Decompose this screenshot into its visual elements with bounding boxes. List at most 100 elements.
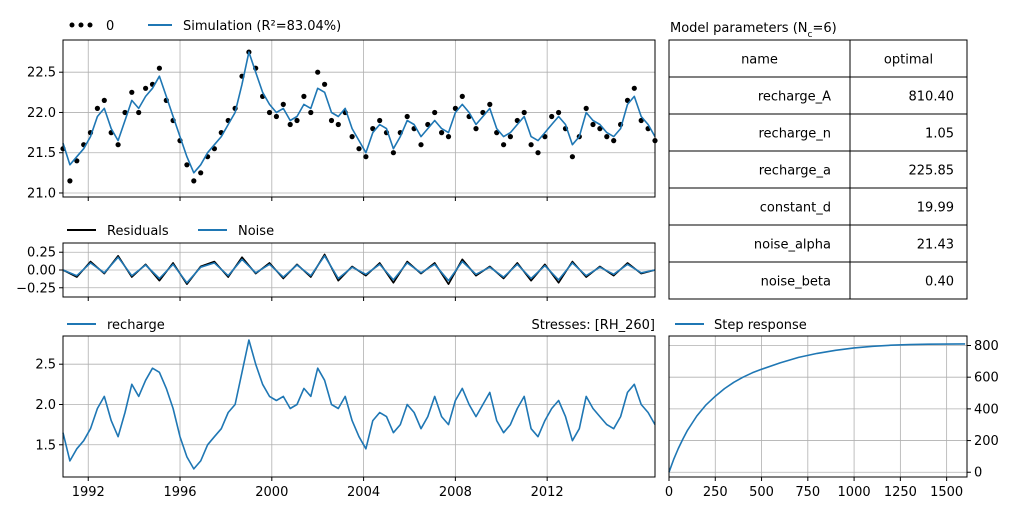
observed-point — [156, 65, 162, 71]
y-tick-label: 0 — [974, 466, 982, 481]
observed-point — [328, 117, 335, 124]
x-tick-label: 2000 — [255, 485, 288, 500]
x-tick-label: 500 — [749, 485, 774, 500]
y-tick-label: 21.5 — [27, 146, 56, 161]
head-legend: 0 Simulation (R²=83.04%) — [69, 19, 341, 34]
y-tick-label: 22.5 — [27, 66, 56, 81]
table-cell — [668, 76, 851, 115]
observed-point — [349, 134, 355, 140]
observed-point — [611, 138, 617, 144]
observed-point — [322, 81, 328, 87]
observed-point — [445, 134, 452, 140]
param-name: constant_d — [760, 201, 831, 216]
observed-point — [569, 154, 576, 160]
step-grid — [668, 336, 967, 477]
y-tick-label: 400 — [974, 402, 999, 417]
x-tick-label: 1996 — [163, 485, 196, 500]
observed-point — [273, 113, 279, 120]
observed-point — [597, 126, 603, 132]
y-tick-label: 2.5 — [35, 358, 56, 373]
residuals-legend: Residuals Noise — [67, 224, 274, 239]
observed-point — [487, 101, 493, 107]
series-line-simulation — [62, 51, 656, 174]
x-tick-label: 1500 — [930, 485, 963, 500]
y-tick-label: 0.00 — [27, 264, 56, 279]
step-axes-frame — [668, 335, 968, 478]
series-line-noise — [62, 255, 656, 284]
table-cell — [849, 187, 968, 226]
observed-point — [521, 109, 527, 116]
observed-point — [452, 105, 458, 111]
observed-point — [363, 154, 369, 160]
observed-point — [377, 117, 383, 124]
observed-point — [74, 158, 80, 164]
observed-point — [390, 150, 396, 156]
x-tick-label: 2008 — [439, 485, 472, 500]
observed-point — [425, 121, 431, 128]
x-tick-label: 750 — [795, 485, 820, 500]
observed-point — [280, 101, 286, 107]
param-name: recharge_A — [758, 90, 831, 105]
x-tick-label: 1000 — [838, 485, 871, 500]
residuals-xticks — [87, 297, 548, 301]
table-cell — [668, 187, 851, 226]
table-title-subscript: c — [808, 30, 813, 40]
stress-legend: recharge — [67, 318, 165, 333]
legend-label-noise: Noise — [238, 224, 274, 239]
stress-yticks: 1.5 2.0 2.5 — [35, 358, 63, 453]
observed-point — [101, 97, 107, 103]
param-value: 19.99 — [917, 201, 954, 216]
observed-point — [266, 109, 273, 116]
x-tick-label: 1250 — [884, 485, 917, 500]
param-name: noise_beta — [761, 275, 831, 290]
stress-xticks: 1992 1996 2000 2004 2008 2012 — [72, 477, 564, 500]
param-value: 810.40 — [909, 90, 955, 105]
y-tick-label: −0.25 — [16, 281, 56, 296]
observed-point — [143, 85, 149, 91]
stress-title: Stresses: [RH_260] — [532, 318, 656, 333]
observed-point — [191, 178, 197, 184]
observed-point — [432, 109, 438, 116]
observed-point — [301, 93, 307, 99]
residuals-grid — [63, 243, 655, 297]
param-value: 21.43 — [917, 238, 954, 253]
head-plot: 21.0 21.5 22.0 22.5 0 Simulation (R²=83.04%… — [27, 19, 658, 201]
x-tick-label: 2012 — [531, 485, 564, 500]
legend-label-observed: 0 — [106, 19, 114, 34]
series-line-step — [668, 343, 966, 473]
stress-axes-frame — [62, 335, 656, 478]
table-title-tail: =6) — [812, 21, 836, 36]
observed-legend-marker — [87, 22, 93, 28]
head-yticks: 21.0 21.5 22.0 22.5 — [27, 66, 63, 201]
parameter-table: Model parameters (Nc=6) name optimal recha… — [668, 21, 968, 300]
y-tick-label: 2.0 — [35, 398, 56, 413]
observed-point — [590, 121, 596, 128]
head-series — [60, 49, 658, 184]
param-name: noise_alpha — [754, 238, 831, 253]
observed-point — [136, 109, 142, 116]
legend-label-simulation: Simulation (R²=83.04%) — [183, 19, 341, 34]
stress-series — [62, 339, 656, 470]
head-grid — [63, 40, 655, 197]
table-cell — [668, 224, 851, 263]
y-tick-label: 22.0 — [27, 106, 56, 121]
step-response-plot: 0 200 400 600 800 0 250 500 750 1000 1250 1500 Ste… — [665, 318, 999, 500]
observed-point — [604, 134, 610, 140]
step-yticks: 0 200 400 600 800 — [967, 339, 999, 481]
table-cell — [668, 261, 851, 300]
table-header-name: name — [741, 53, 778, 68]
observed-point — [356, 146, 362, 152]
param-value: 225.85 — [909, 164, 955, 179]
observed-point — [404, 113, 410, 120]
legend-label-step: Step response — [714, 318, 807, 333]
observed-point — [418, 142, 424, 148]
param-value: 1.05 — [925, 127, 954, 142]
observed-legend-marker — [78, 22, 84, 28]
observed-point — [507, 134, 513, 140]
observed-point — [631, 85, 637, 91]
step-legend: Step response — [675, 318, 807, 333]
observed-point — [473, 126, 479, 132]
table-cells: name optimal recharge_A 810.40 recharge_n 1.0… — [668, 39, 968, 300]
y-tick-label: 1.5 — [35, 438, 56, 453]
